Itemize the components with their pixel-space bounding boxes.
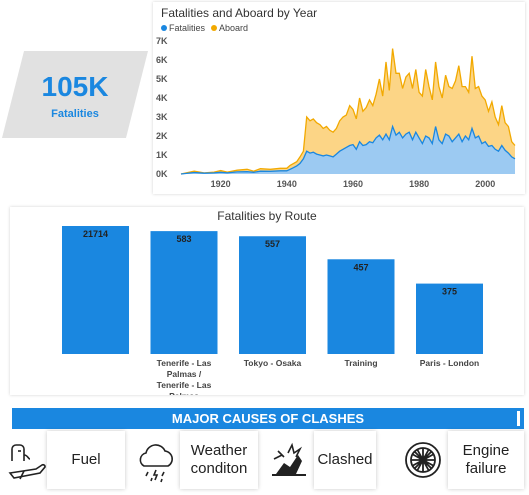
x-tick-label: 1980 <box>409 179 429 189</box>
area-chart-title: Fatalities and Aboard by Year <box>161 6 318 20</box>
fatalities-line <box>180 124 516 175</box>
banner-edge-mark <box>517 411 520 426</box>
cause-clashed-label: Clashed <box>317 451 373 468</box>
area-chart-legend: Fatalities Aboard <box>161 23 248 33</box>
route-bar[interactable] <box>239 236 306 354</box>
legend-aboard-dot <box>211 25 218 31</box>
kpi-card-shape <box>2 51 148 138</box>
storm-cloud-icon <box>134 440 178 491</box>
crash-icon <box>268 441 310 486</box>
y-axis-ticks: 0K 1K 2K 3K 4K 5K 6K 7K <box>156 36 168 179</box>
fatalities-area <box>181 126 515 174</box>
y-tick-label: 0K <box>156 169 168 179</box>
y-tick-label: 5K <box>156 74 168 84</box>
legend-fatalities-dot <box>161 25 167 31</box>
x-tick-label: 1920 <box>211 179 231 189</box>
engine-icon <box>403 440 443 485</box>
y-tick-label: 3K <box>156 112 168 122</box>
x-tick-label: 1960 <box>343 179 363 189</box>
y-tick-label: 7K <box>156 36 168 46</box>
causes-banner-title: MAJOR CAUSES OF CLASHES <box>171 411 365 426</box>
cause-engine-failure[interactable]: Engine failure <box>448 431 524 489</box>
bar-category-label: Tokyo - Osaka <box>244 358 302 368</box>
bar-chart-plot: 21714 583 Tenerife - Las Palmas / Tenerife -… <box>62 226 483 395</box>
bar-data-label: 21714 <box>83 229 108 239</box>
cause-fuel-label: Fuel <box>71 451 101 468</box>
y-tick-label: 2K <box>156 131 168 141</box>
route-bar[interactable] <box>150 231 218 354</box>
bar-category-label: Training <box>344 358 377 368</box>
y-tick-label: 6K <box>156 55 168 65</box>
legend-aboard[interactable]: Aboard <box>211 23 248 33</box>
plane-fuel-icon <box>6 441 48 488</box>
y-tick-label: 1K <box>156 150 168 160</box>
cause-weather-label: Weather conditon <box>190 442 248 477</box>
bar-chart-title: Fatalities by Route <box>217 209 317 223</box>
kpi-label: Fatalities <box>51 108 99 120</box>
bar-data-label: 457 <box>353 262 368 272</box>
cause-weather[interactable]: Weather conditon <box>180 431 258 489</box>
area-chart-plot: 0K 1K 2K 3K 4K 5K 6K 7K 1920 1940 1960 1980 2000 <box>156 36 516 189</box>
bar-data-label: 375 <box>442 287 457 297</box>
y-tick-label: 4K <box>156 93 168 103</box>
causes-banner: MAJOR CAUSES OF CLASHES <box>12 408 524 429</box>
aboard-line <box>180 48 516 175</box>
legend-fatalities[interactable]: Fatalities <box>161 23 205 33</box>
kpi-value: 105K <box>41 71 109 102</box>
x-tick-label: 2000 <box>475 179 495 189</box>
bar-data-label: 557 <box>265 239 280 249</box>
cause-clashed[interactable]: Clashed <box>314 431 376 489</box>
route-bar[interactable] <box>416 283 483 354</box>
x-axis-ticks: 1920 1940 1960 1980 2000 <box>211 179 496 189</box>
fatalities-kpi-card: 105K Fatalities <box>2 51 148 138</box>
route-bar[interactable] <box>62 226 129 354</box>
legend-fatalities-label: Fatalities <box>169 23 206 33</box>
cause-engine-label: Engine failure <box>462 442 510 477</box>
cause-fuel[interactable]: Fuel <box>47 431 125 489</box>
bar-category-label: Paris - London <box>420 358 480 368</box>
fatalities-aboard-chart: Fatalities and Aboard by Year Fatalities… <box>153 2 525 194</box>
fatalities-by-route-chart: Fatalities by Route 21714 583 Tenerife - L… <box>10 207 524 395</box>
legend-aboard-label: Aboard <box>219 23 249 33</box>
x-tick-label: 1940 <box>277 179 297 189</box>
bar-data-label: 583 <box>176 234 191 244</box>
route-bar[interactable] <box>327 259 395 354</box>
